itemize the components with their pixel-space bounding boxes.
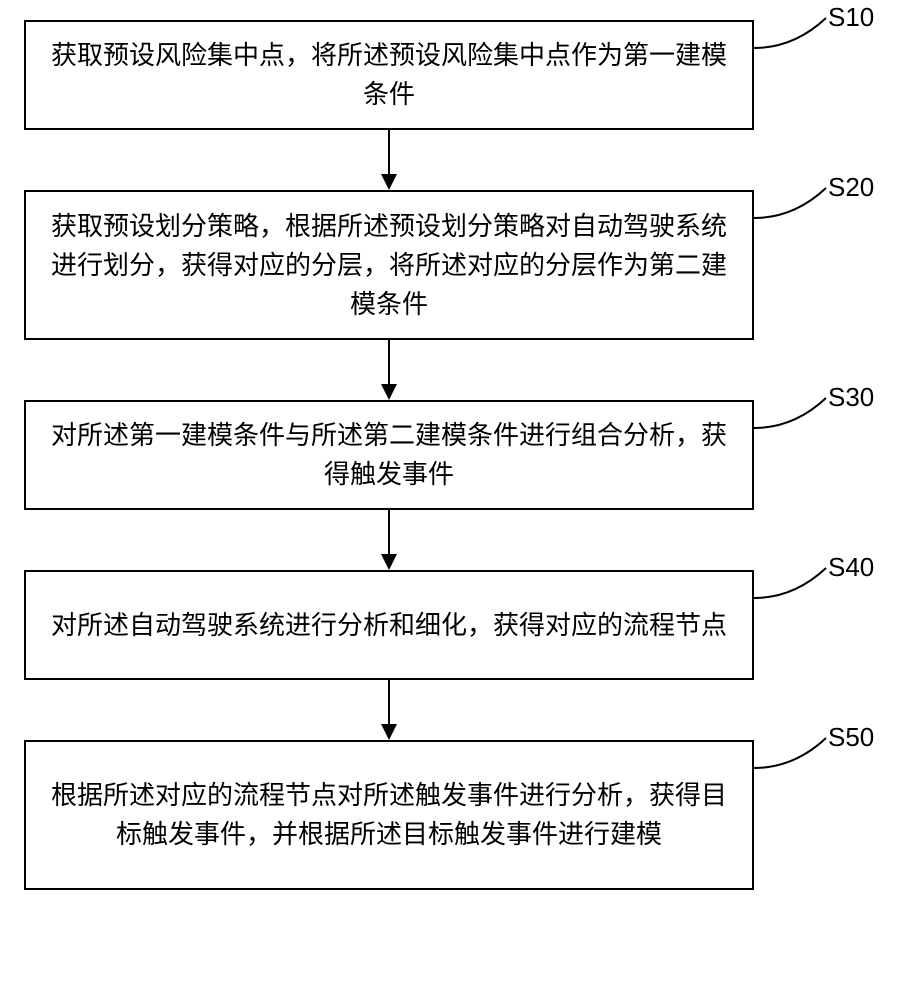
step-label: S30 — [828, 382, 874, 413]
step-label: S10 — [828, 2, 874, 33]
label-connector — [754, 398, 826, 428]
step-label: S40 — [828, 552, 874, 583]
flow-arrow — [374, 680, 404, 740]
step-box: 获取预设风险集中点，将所述预设风险集中点作为第一建模条件 — [24, 20, 754, 130]
step-text: 对所述第一建模条件与所述第二建模条件进行组合分析，获得触发事件 — [44, 416, 734, 494]
flow-arrow — [374, 340, 404, 400]
flow-step-s50: 根据所述对应的流程节点对所述触发事件进行分析，获得目标触发事件，并根据所述目标触… — [24, 740, 884, 890]
flow-arrow — [374, 130, 404, 190]
step-text: 对所述自动驾驶系统进行分析和细化，获得对应的流程节点 — [51, 606, 727, 645]
step-text: 获取预设划分策略，根据所述预设划分策略对自动驾驶系统进行划分，获得对应的分层，将… — [44, 207, 734, 324]
flow-step-s40: 对所述自动驾驶系统进行分析和细化，获得对应的流程节点 S40 — [24, 570, 884, 680]
flow-step-s10: 获取预设风险集中点，将所述预设风险集中点作为第一建模条件 S10 — [24, 20, 884, 130]
label-connector — [754, 738, 826, 768]
label-connector — [754, 18, 826, 48]
flow-step-s20: 获取预设划分策略，根据所述预设划分策略对自动驾驶系统进行划分，获得对应的分层，将… — [24, 190, 884, 340]
step-label: S50 — [828, 722, 874, 753]
step-text: 获取预设风险集中点，将所述预设风险集中点作为第一建模条件 — [44, 36, 734, 114]
flow-arrow — [374, 510, 404, 570]
label-connector — [754, 568, 826, 598]
step-box: 根据所述对应的流程节点对所述触发事件进行分析，获得目标触发事件，并根据所述目标触… — [24, 740, 754, 890]
flowchart-container: 获取预设风险集中点，将所述预设风险集中点作为第一建模条件 S10 获取预设划分策… — [24, 20, 884, 890]
step-box: 对所述自动驾驶系统进行分析和细化，获得对应的流程节点 — [24, 570, 754, 680]
step-box: 获取预设划分策略，根据所述预设划分策略对自动驾驶系统进行划分，获得对应的分层，将… — [24, 190, 754, 340]
flow-step-s30: 对所述第一建模条件与所述第二建模条件进行组合分析，获得触发事件 S30 — [24, 400, 884, 510]
label-connector — [754, 188, 826, 218]
step-text: 根据所述对应的流程节点对所述触发事件进行分析，获得目标触发事件，并根据所述目标触… — [44, 776, 734, 854]
step-label: S20 — [828, 172, 874, 203]
step-box: 对所述第一建模条件与所述第二建模条件进行组合分析，获得触发事件 — [24, 400, 754, 510]
